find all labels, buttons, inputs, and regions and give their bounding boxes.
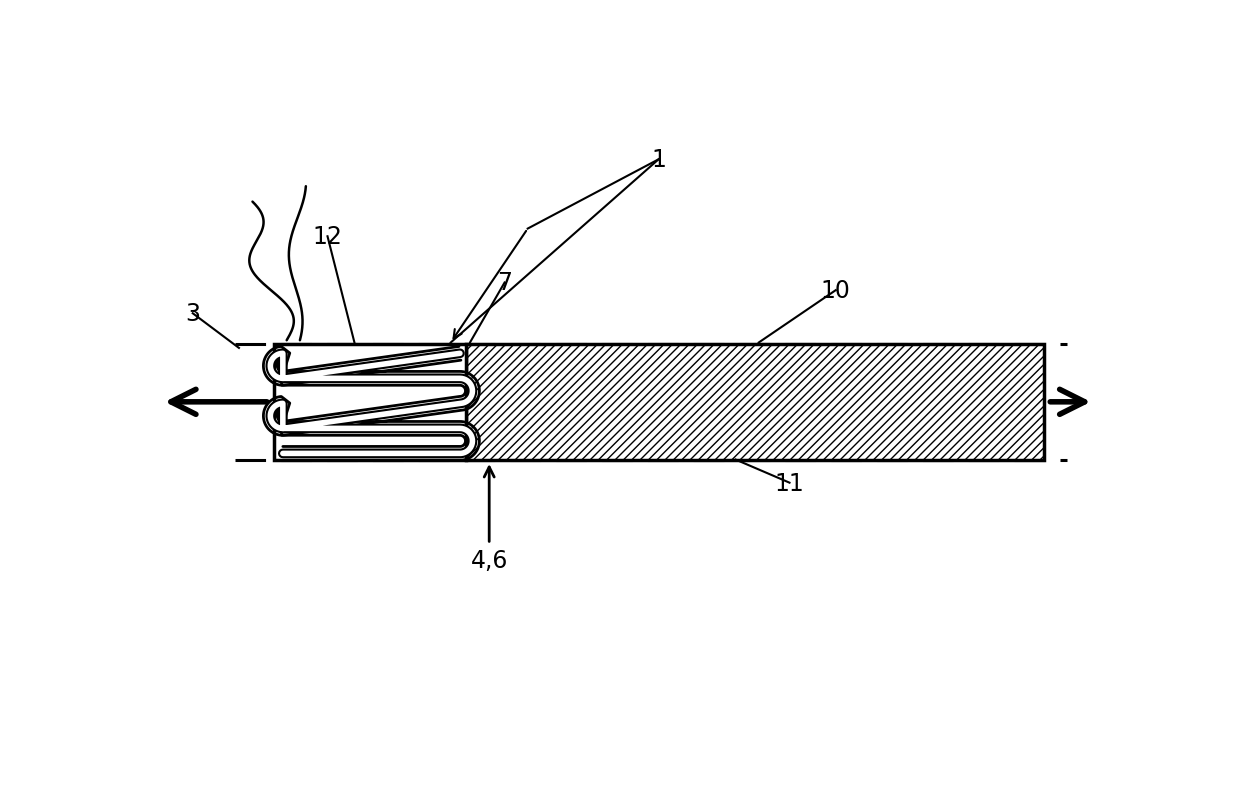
Text: 7: 7 bbox=[497, 271, 512, 295]
Text: 3: 3 bbox=[185, 302, 200, 326]
Text: 11: 11 bbox=[775, 471, 805, 495]
Bar bbox=[274, 345, 466, 460]
Bar bbox=[466, 345, 1044, 460]
Text: 10: 10 bbox=[821, 279, 851, 303]
Text: 4,6: 4,6 bbox=[470, 548, 508, 572]
Text: 12: 12 bbox=[312, 225, 342, 249]
Text: 1: 1 bbox=[651, 148, 666, 172]
